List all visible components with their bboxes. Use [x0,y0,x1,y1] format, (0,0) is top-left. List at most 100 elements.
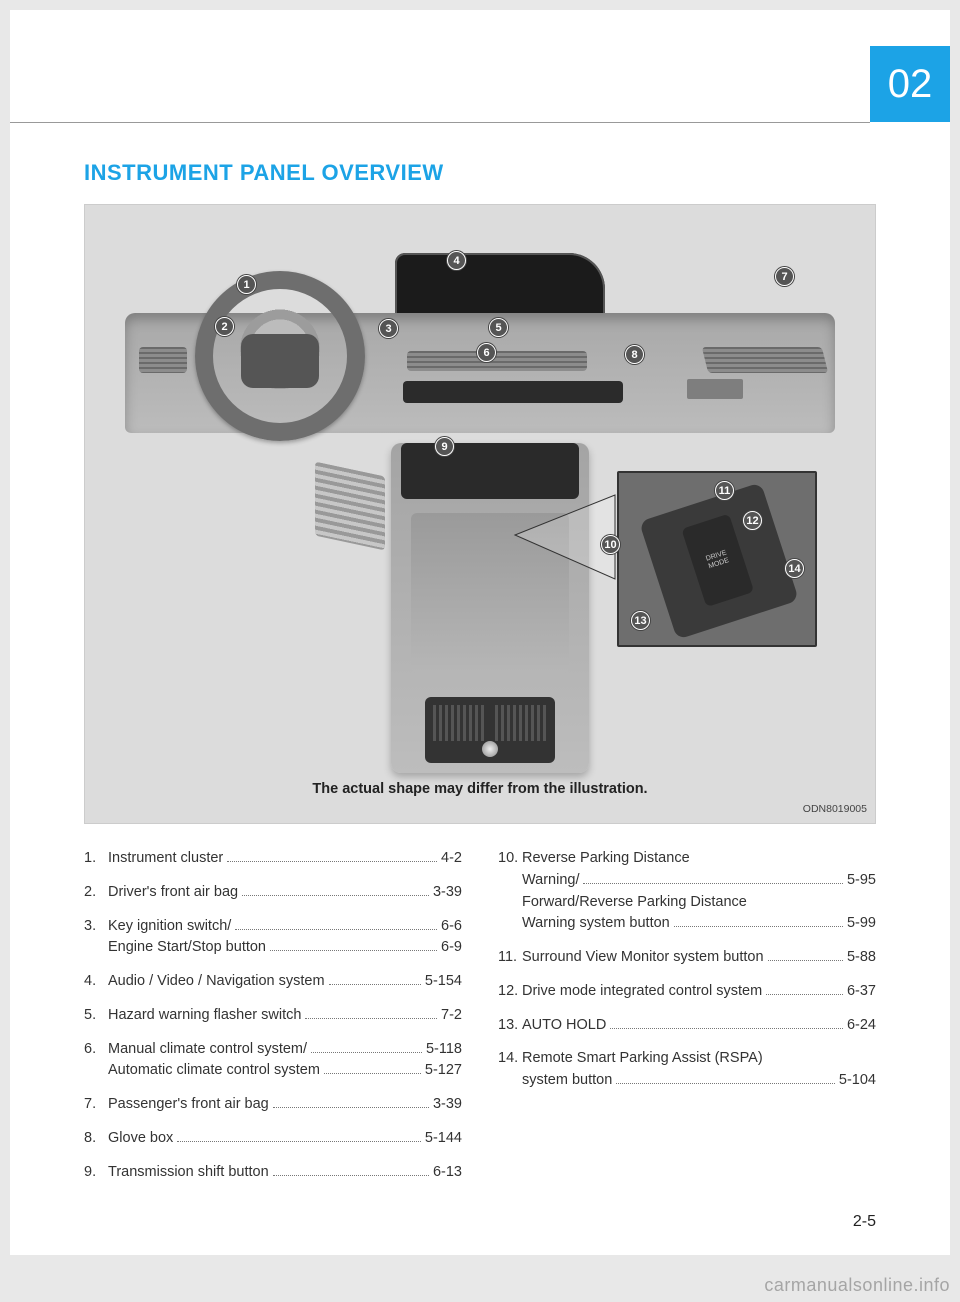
callout-page-ref: 5-95 [847,870,876,892]
callout-line: AUTO HOLD 6-24 [522,1015,876,1037]
center-console [391,443,589,773]
callout-marker-9: 9 [435,437,454,456]
callout-number: 1. [84,848,108,870]
leader-dots [273,1107,429,1108]
callout-body: Driver's front air bag 3-39 [108,882,462,904]
callout-line: Reverse Parking Distance [522,848,876,870]
manual-page: 02 INSTRUMENT PANEL OVERVIEW [10,10,950,1255]
callout-number: 3. [84,916,108,938]
page-number: 2-5 [853,1213,876,1231]
callout-line: Warning/ 5-95 [522,870,876,892]
callout-page-ref: 6-13 [433,1162,462,1184]
callout-page-ref: 6-6 [441,916,462,938]
callout-line: Passenger's front air bag 3-39 [108,1094,462,1116]
section-title: INSTRUMENT PANEL OVERVIEW [84,160,876,186]
callout-label: Driver's front air bag [108,882,238,904]
callout-page-ref: 5-99 [847,913,876,935]
page-content: INSTRUMENT PANEL OVERVIEW [10,10,950,1195]
inset-button-cluster: DRIVE MODE [639,482,799,639]
callout-label: Hazard warning flasher switch [108,1005,301,1027]
callout-number: 13. [498,1015,522,1037]
callout-label: Warning/ [522,870,579,892]
callout-item: 8.Glove box 5-144 [84,1128,462,1150]
callout-item: 5.Hazard warning flasher switch 7-2 [84,1005,462,1027]
callout-item: 13.AUTO HOLD 6-24 [498,1015,876,1037]
callout-body: Key ignition switch/ 6-6Engine Start/Sto… [108,916,462,960]
leader-dots [270,950,437,951]
callout-body: Instrument cluster 4-2 [108,848,462,870]
watermark: carmanualsonline.info [764,1275,950,1296]
callout-label: Forward/Reverse Parking Distance [522,892,747,914]
dashboard-figure: DRIVE MODE 1234567891011121314 The actua… [84,204,876,824]
callout-body: Glove box 5-144 [108,1128,462,1150]
climate-control-strip [403,381,623,403]
header-rule [10,122,870,123]
callout-item: 6.Manual climate control system/ 5-118 Au… [84,1039,462,1083]
callout-page-ref: 6-9 [441,937,462,959]
callout-line: Surround View Monitor system button 5-88 [522,947,876,969]
callout-page-ref: 5-118 [426,1039,462,1061]
callout-marker-1: 1 [237,275,256,294]
callout-item: 12.Drive mode integrated control system … [498,981,876,1003]
callout-marker-14: 14 [785,559,804,578]
rear-vent-knob [482,741,498,757]
callout-label: Surround View Monitor system button [522,947,764,969]
callout-label: Audio / Video / Navigation system [108,971,325,993]
callout-line: Driver's front air bag 3-39 [108,882,462,904]
callout-label: AUTO HOLD [522,1015,606,1037]
callout-line: Hazard warning flasher switch 7-2 [108,1005,462,1027]
callout-body: Hazard warning flasher switch 7-2 [108,1005,462,1027]
steering-wheel [195,271,365,441]
callout-page-ref: 3-39 [433,1094,462,1116]
callout-marker-13: 13 [631,611,650,630]
callout-label: Drive mode integrated control system [522,981,762,1003]
callout-line: Transmission shift button 6-13 [108,1162,462,1184]
callout-marker-7: 7 [775,267,794,286]
callout-marker-10: 10 [601,535,620,554]
callout-number: 6. [84,1039,108,1061]
callout-label: Remote Smart Parking Assist (RSPA) [522,1048,763,1070]
callout-list: 1.Instrument cluster 4-22.Driver's front… [84,848,876,1195]
callout-number: 4. [84,971,108,993]
callout-label: Reverse Parking Distance [522,848,690,870]
callout-item: 1.Instrument cluster 4-2 [84,848,462,870]
leader-dots [583,883,842,884]
callout-label: Automatic climate control system [108,1060,320,1082]
callout-marker-6: 6 [477,343,496,362]
callout-page-ref: 7-2 [441,1005,462,1027]
callout-label: system button [522,1070,612,1092]
air-vent-center [407,351,587,371]
callout-body: Reverse Parking DistanceWarning/ 5-95For… [522,848,876,935]
glove-box-handle [687,379,743,399]
callout-number: 2. [84,882,108,904]
leader-dots [311,1052,422,1053]
callout-number: 7. [84,1094,108,1116]
leader-dots [610,1028,843,1029]
leader-dots [324,1073,421,1074]
callout-number: 9. [84,1162,108,1184]
callout-page-ref: 5-88 [847,947,876,969]
callout-item: 4.Audio / Video / Navigation system 5-15… [84,971,462,993]
callout-item: 14.Remote Smart Parking Assist (RSPA)sys… [498,1048,876,1092]
callout-label: Manual climate control system/ [108,1039,307,1061]
callout-list-left: 1.Instrument cluster 4-22.Driver's front… [84,848,462,1195]
callout-label: Transmission shift button [108,1162,269,1184]
callout-number: 8. [84,1128,108,1150]
callout-page-ref: 6-37 [847,981,876,1003]
leader-dots [242,895,429,896]
callout-line: Remote Smart Parking Assist (RSPA) [522,1048,876,1070]
callout-body: Manual climate control system/ 5-118 Auto… [108,1039,462,1083]
callout-body: Transmission shift button 6-13 [108,1162,462,1184]
callout-body: AUTO HOLD 6-24 [522,1015,876,1037]
console-button-panel [401,443,579,499]
callout-item: 2.Driver's front air bag 3-39 [84,882,462,904]
callout-line: Key ignition switch/ 6-6 [108,916,462,938]
callout-page-ref: 3-39 [433,882,462,904]
callout-line: Engine Start/Stop button 6-9 [108,937,462,959]
callout-item: 9.Transmission shift button 6-13 [84,1162,462,1184]
leader-dots [329,984,421,985]
leader-dots [766,994,843,995]
air-vent-left [139,347,187,373]
air-vent-right [702,347,828,373]
callout-marker-8: 8 [625,345,644,364]
